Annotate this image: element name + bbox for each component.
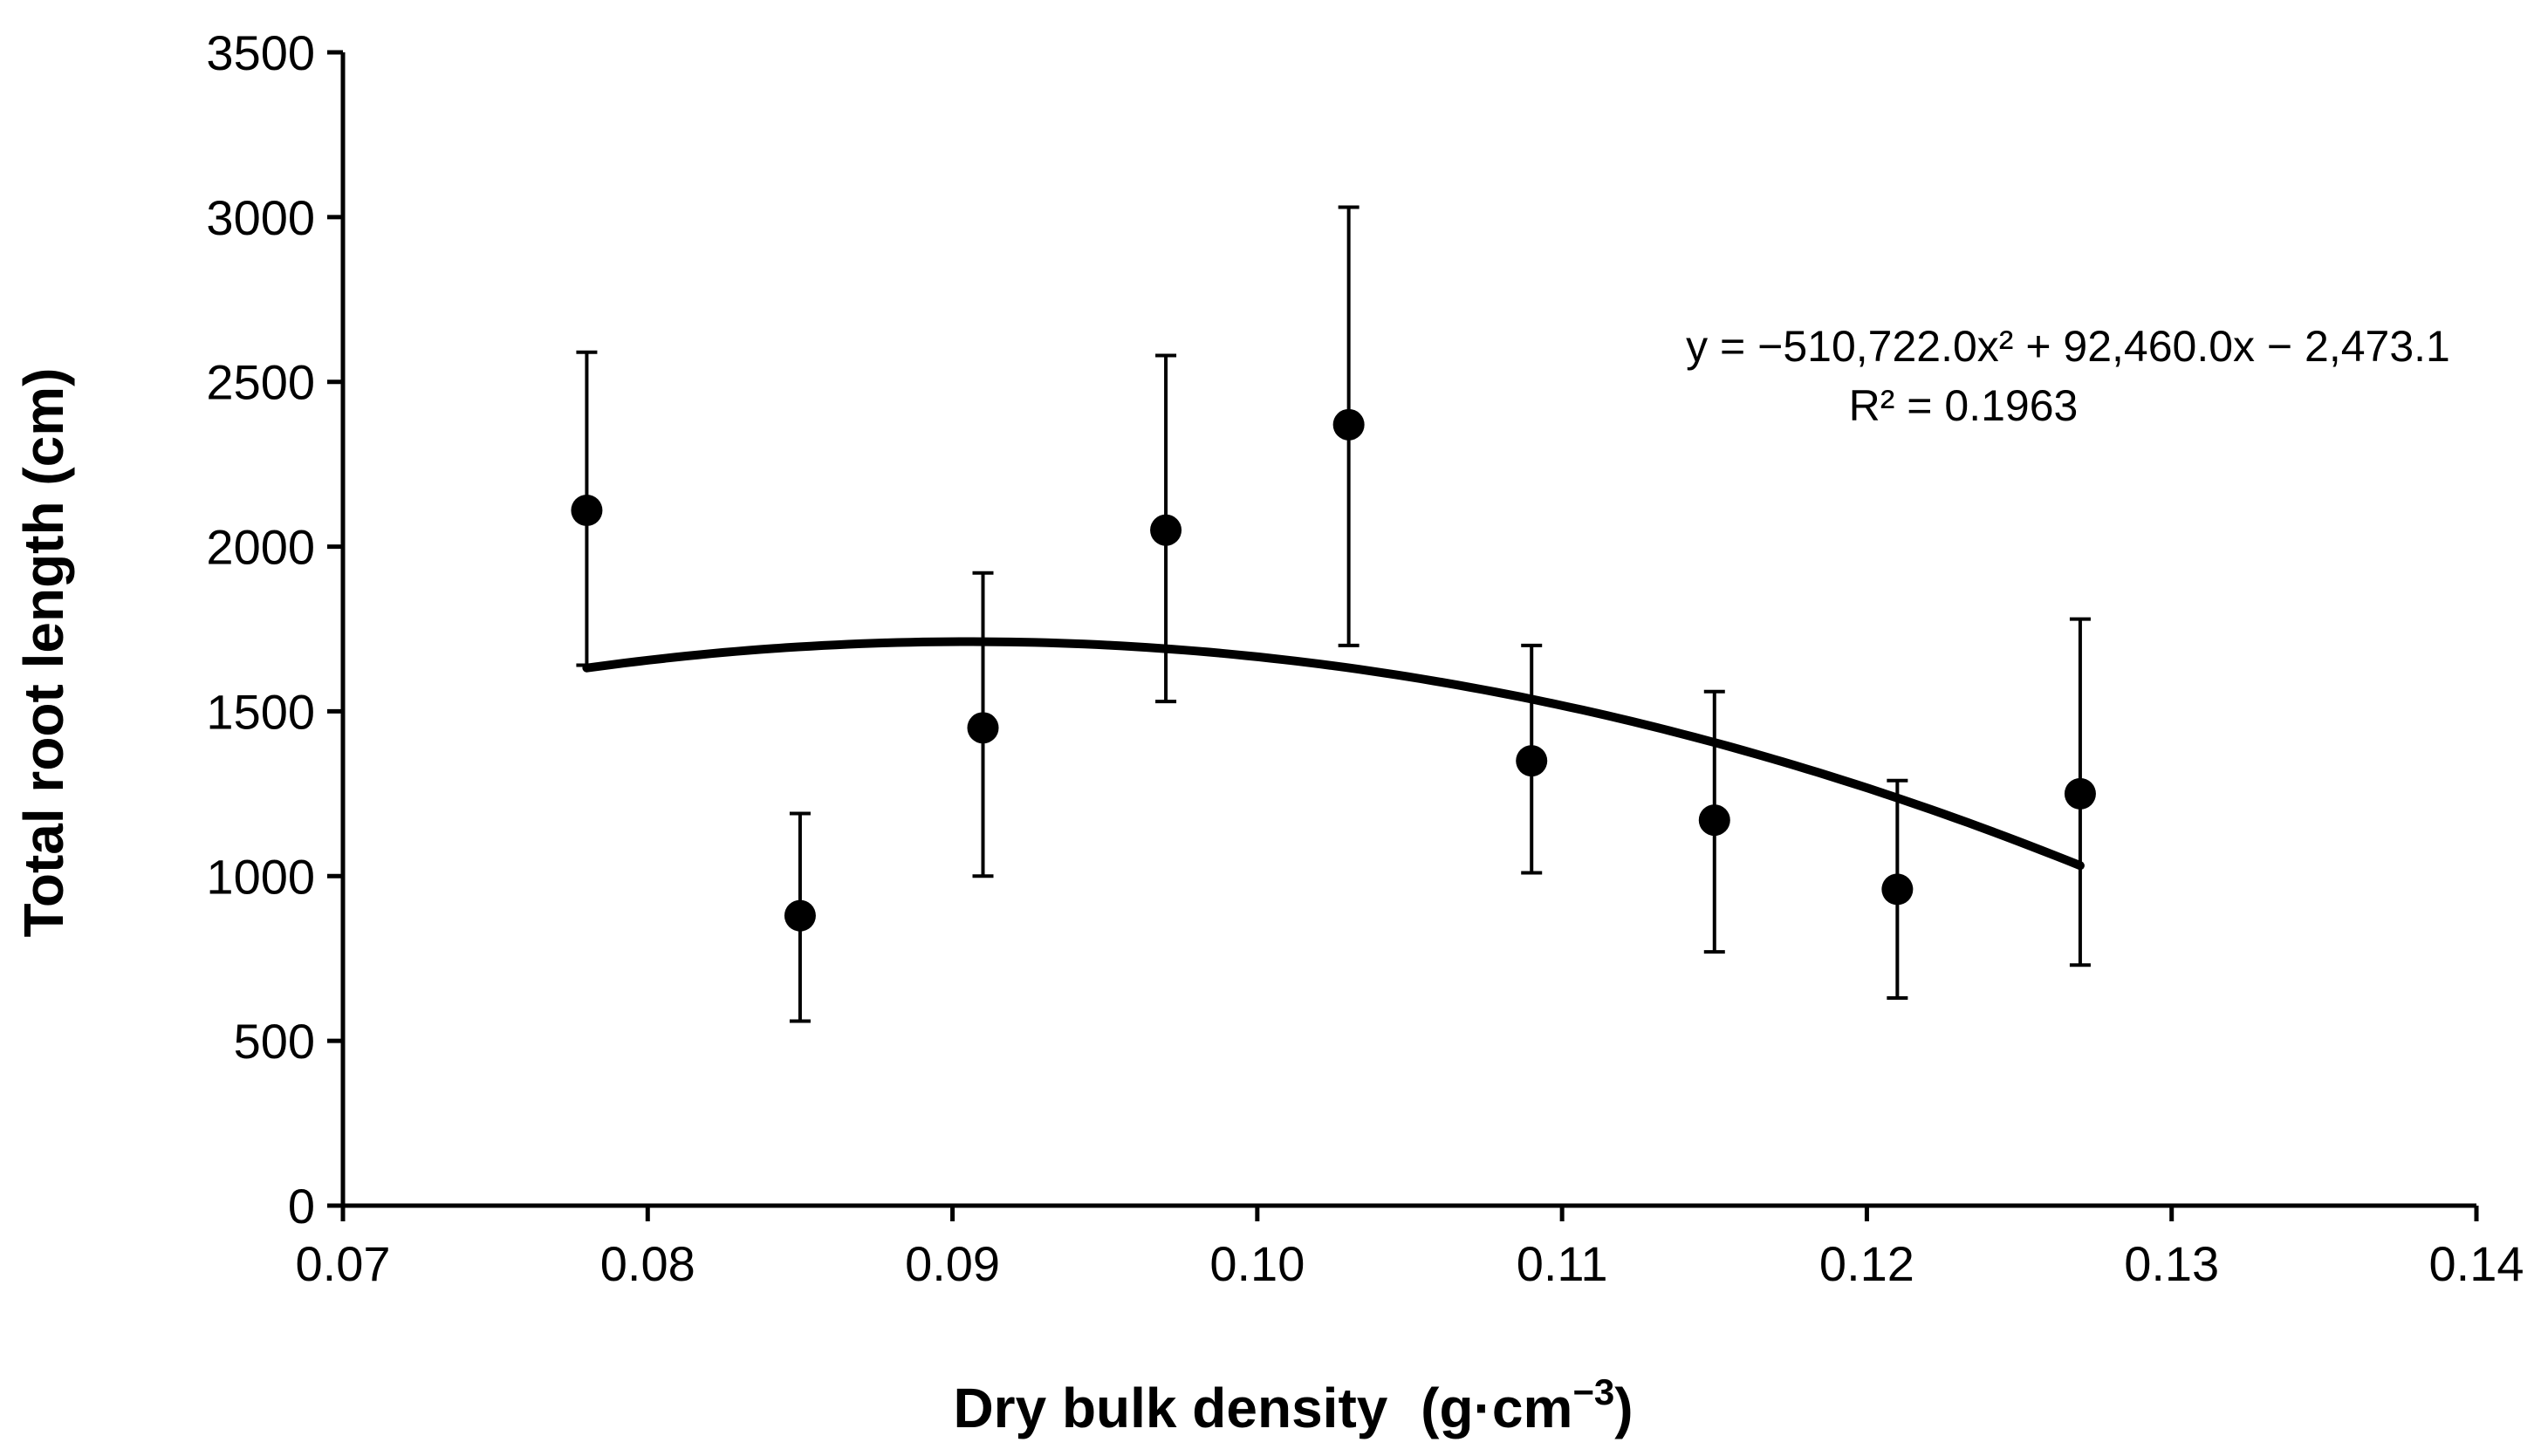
y-tick-label: 500 bbox=[234, 1014, 315, 1069]
y-tick-label: 0 bbox=[288, 1179, 315, 1234]
data-point bbox=[784, 899, 816, 932]
x-axis-title-unit: (g·cm bbox=[1421, 1377, 1572, 1439]
x-tick-label: 0.11 bbox=[1517, 1236, 1608, 1291]
trendline-equation: y = −510,722.0x² + 92,460.0x − 2,473.1 bbox=[1686, 322, 2450, 371]
y-tick-label: 3000 bbox=[206, 190, 315, 245]
data-point bbox=[1150, 514, 1182, 546]
data-point bbox=[967, 712, 999, 744]
x-tick-label: 0.12 bbox=[1819, 1236, 1914, 1291]
x-tick-label: 0.10 bbox=[1209, 1236, 1305, 1291]
data-point bbox=[1881, 873, 1914, 906]
data-point bbox=[571, 495, 603, 527]
x-tick-label: 0.07 bbox=[296, 1236, 391, 1291]
y-tick-label: 2000 bbox=[206, 520, 315, 575]
data-point bbox=[1698, 804, 1730, 837]
y-tick-label: 2500 bbox=[206, 355, 315, 410]
x-axis-ticks: 0.07 0.08 0.09 0.10 0.11 0.12 0.13 0.14 bbox=[296, 1206, 2524, 1291]
x-tick-label: 0.08 bbox=[600, 1236, 695, 1291]
r-squared-label: R² = 0.1963 bbox=[1849, 381, 2079, 430]
x-axis-title-main: Dry bulk density bbox=[953, 1377, 1387, 1439]
x-axis-title-unit-exp: −3 bbox=[1572, 1371, 1614, 1412]
data-point bbox=[1516, 745, 1548, 777]
x-tick-label: 0.14 bbox=[2429, 1236, 2524, 1291]
y-tick-label: 1000 bbox=[206, 849, 315, 904]
y-tick-label: 1500 bbox=[206, 684, 315, 739]
y-tick-label: 3500 bbox=[206, 25, 315, 80]
x-axis-title: Dry bulk density (g·cm−3) bbox=[953, 1371, 1633, 1439]
data-points bbox=[571, 408, 2096, 932]
x-tick-label: 0.09 bbox=[905, 1236, 1000, 1291]
y-axis-ticks: 0 500 1000 1500 2000 2500 3000 3500 bbox=[206, 25, 343, 1234]
x-axis-title-unit-close: ) bbox=[1614, 1377, 1633, 1439]
x-tick-label: 0.13 bbox=[2124, 1236, 2219, 1291]
data-point bbox=[1332, 408, 1365, 441]
y-axis-title: Total root length (cm) bbox=[12, 368, 75, 938]
trendline bbox=[582, 637, 2085, 871]
data-point bbox=[2064, 777, 2096, 810]
